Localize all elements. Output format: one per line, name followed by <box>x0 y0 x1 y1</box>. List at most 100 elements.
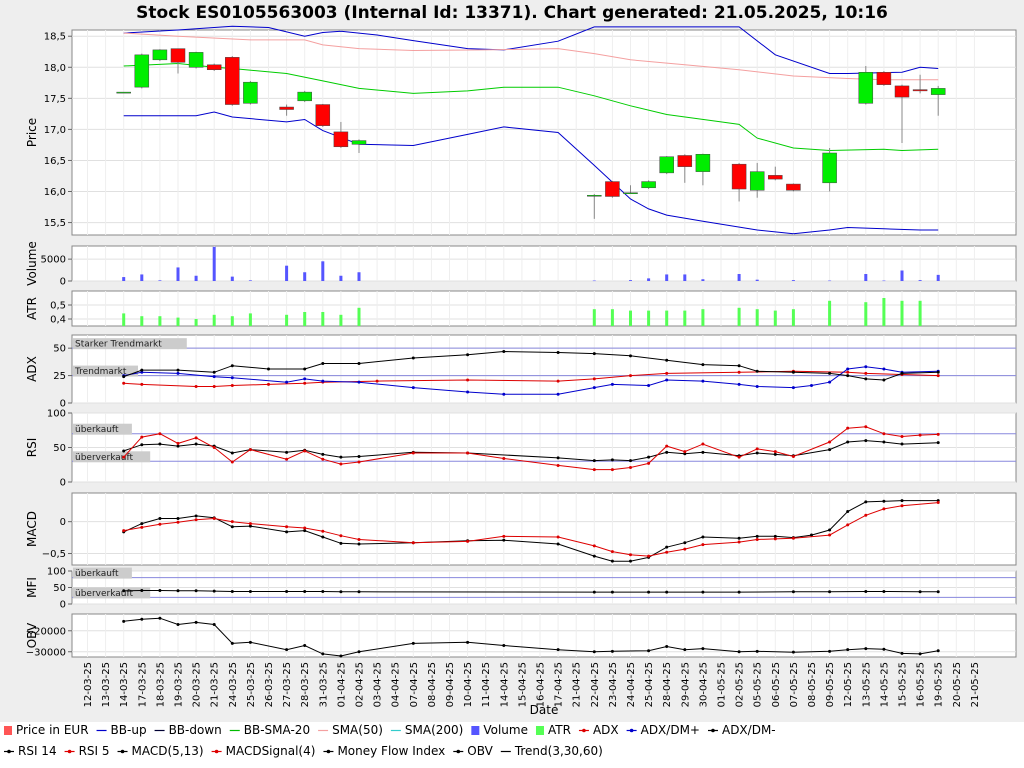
legend-marker <box>582 728 586 733</box>
series-point <box>936 441 940 445</box>
series-point <box>285 648 289 652</box>
series-point <box>936 370 940 374</box>
series-point <box>176 622 180 626</box>
x-tick-label: 03-04-25 <box>373 662 384 707</box>
legend-label: SMA(50) <box>332 723 383 737</box>
volume-bar <box>828 280 832 282</box>
series-point <box>647 590 651 594</box>
series-point <box>303 589 307 593</box>
atr-bar <box>122 313 126 326</box>
series-point <box>629 559 632 563</box>
level-label-bg <box>73 365 138 377</box>
y-tick-label: −30000 <box>26 647 66 658</box>
series-point <box>665 590 669 594</box>
candle-body <box>695 153 711 172</box>
series-point <box>230 589 234 593</box>
series-point <box>285 589 289 593</box>
series-point <box>828 590 832 594</box>
y-tick-label: 18,0 <box>44 63 66 74</box>
series-point <box>647 649 651 653</box>
legend-item: ATR <box>535 723 571 737</box>
legend-label: Price in EUR <box>16 723 89 737</box>
series-point <box>701 647 705 651</box>
series-point <box>140 522 144 526</box>
series-point <box>737 382 741 386</box>
level-label: überverkauft <box>75 589 134 599</box>
series-point <box>900 504 904 508</box>
series-point <box>321 529 325 533</box>
volume-bars <box>122 246 940 282</box>
series-point <box>158 516 162 520</box>
candle-body <box>677 155 693 167</box>
level-label: Starker Trendmarkt <box>75 340 162 350</box>
series-point <box>502 457 506 461</box>
legend-item: RSI 5 <box>64 744 110 758</box>
atr-bars <box>122 298 922 326</box>
series-point <box>755 534 759 538</box>
legend-item: ADX/DM+ <box>626 723 700 737</box>
volume-bar <box>285 265 289 281</box>
series-point <box>882 507 886 511</box>
y-tick-label: 16,0 <box>44 187 66 198</box>
series-point <box>701 535 705 539</box>
x-tick-label: 22-04-25 <box>590 662 601 707</box>
x-tick-label: 12-03-25 <box>83 662 94 707</box>
series-point <box>828 528 832 532</box>
y-tick-label: 18,5 <box>44 32 66 43</box>
series-point <box>828 649 832 653</box>
series-point <box>556 648 560 652</box>
panel-macd: −0,5 0 MACD <box>25 492 1017 566</box>
legend-item: ADX <box>578 723 619 737</box>
atr-bar <box>882 298 886 326</box>
series-point <box>140 370 144 374</box>
series-point <box>592 377 596 381</box>
panel-obv-frame <box>71 613 1017 658</box>
series-point <box>411 356 415 360</box>
legend-label: Volume <box>483 723 528 737</box>
series-point <box>773 534 777 538</box>
series-point <box>882 432 886 436</box>
candle-body <box>188 52 204 68</box>
atr-bar <box>176 317 180 326</box>
series-point <box>556 351 560 355</box>
series-point <box>158 588 162 592</box>
legend-marker <box>120 749 125 754</box>
series-point <box>176 368 180 372</box>
legend-item: Price in EUR <box>4 723 89 737</box>
series-point <box>828 448 832 452</box>
series-point <box>285 457 289 461</box>
volume-bar <box>303 272 307 281</box>
series-point <box>158 442 162 446</box>
series-point <box>755 385 759 389</box>
series-point <box>339 541 343 545</box>
series-point <box>122 449 126 453</box>
series-point <box>466 353 470 357</box>
legend-label: BB-down <box>169 723 222 737</box>
series-point <box>411 451 415 455</box>
series-point <box>158 432 162 436</box>
series-point <box>791 650 795 654</box>
candle-body <box>152 49 168 61</box>
candle-body <box>315 104 331 126</box>
atr-bar <box>755 309 759 326</box>
series-point <box>828 533 832 537</box>
atr-bar <box>212 314 216 326</box>
series-point <box>176 520 180 524</box>
volume-bar <box>158 280 162 281</box>
series-point <box>610 468 614 472</box>
volume-bar <box>629 280 632 281</box>
series-point <box>122 589 126 593</box>
atr-bar <box>900 300 904 326</box>
series-point <box>267 367 270 371</box>
volume-bar <box>194 275 198 281</box>
legend-label: BB-up <box>111 723 147 737</box>
x-tick-label: 23-04-25 <box>608 662 619 707</box>
x-tick-label: 17-04-25 <box>554 662 565 707</box>
series-point <box>176 516 180 520</box>
legend-item: SMA(200) <box>390 723 463 737</box>
legend-label: Trend(3,30,60) <box>514 744 603 758</box>
atr-bar <box>701 309 705 326</box>
series-point <box>592 352 596 356</box>
series-point <box>665 450 669 454</box>
series-point <box>882 647 886 651</box>
